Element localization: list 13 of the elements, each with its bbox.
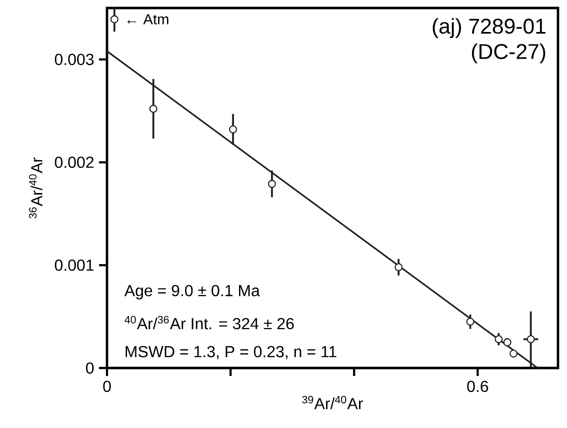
y-axis-title: $^{36}$Ar/$^{40}$Ar	[29, 158, 42, 218]
chart-title: (aj) 7289-01	[432, 18, 546, 38]
y-tick-label: 0.001	[54, 259, 94, 271]
x-axis-title: $^{39}$Ar/$^{40}$Ar	[302, 396, 363, 410]
annotation: Age = 9.0 ± 0.1 Ma	[124, 284, 260, 300]
text: (DC-27)	[472, 43, 546, 64]
annotation: ← Atm	[127, 14, 168, 24]
annotation: MSWD = 1.3, P = 0.23, n = 11	[126, 346, 336, 360]
y-tick-label: 0	[86, 362, 94, 374]
y-tick-label: 0.002	[54, 156, 94, 168]
x-tick-label: 0.6	[467, 380, 488, 392]
y-tick-label: 0.003	[54, 54, 94, 66]
annotation: $^{40}$Ar/$^{36}$Ar Int. = 324 ± 26	[124, 316, 294, 330]
